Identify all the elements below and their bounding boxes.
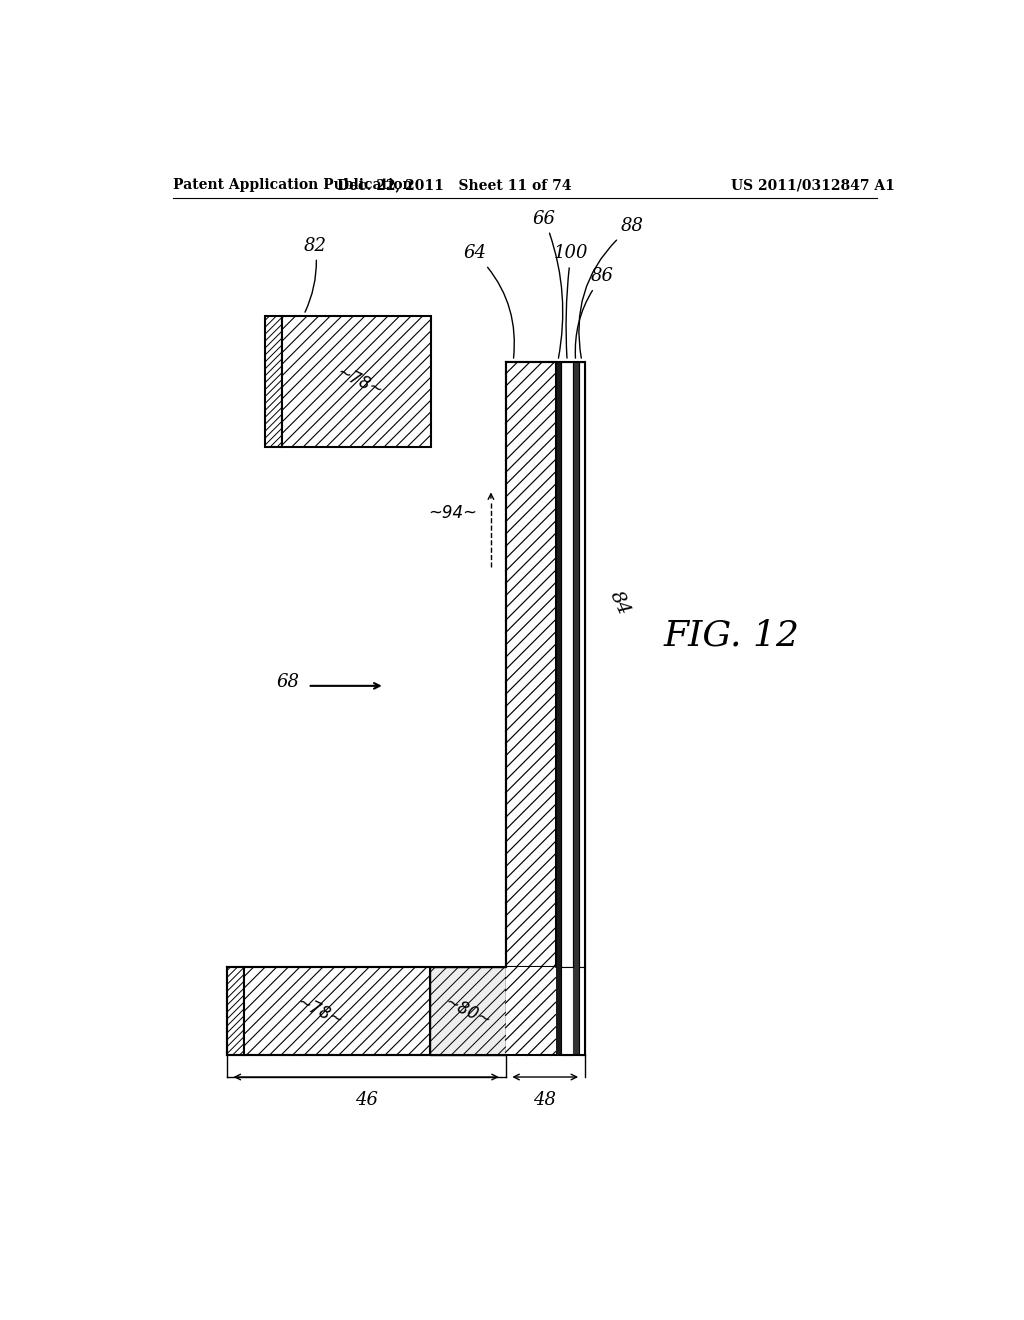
Bar (506, 968, 556, 1056)
Text: 100: 100 (554, 244, 588, 358)
Text: 88: 88 (579, 218, 643, 358)
Text: 66: 66 (532, 210, 563, 358)
Text: 82: 82 (304, 236, 327, 313)
Text: 68: 68 (276, 673, 300, 690)
Text: ~94~: ~94~ (428, 504, 477, 521)
Bar (506, 363, 556, 966)
Text: 64: 64 (463, 244, 514, 358)
Bar (556, 363, 561, 966)
Text: FIG. 12: FIG. 12 (664, 619, 799, 653)
Bar (573, 363, 579, 966)
Bar (579, 968, 585, 1056)
Bar (226, 968, 244, 1056)
Bar (244, 968, 430, 1056)
Bar (430, 968, 506, 1056)
Bar (561, 968, 573, 1056)
Text: Dec. 22, 2011   Sheet 11 of 74: Dec. 22, 2011 Sheet 11 of 74 (337, 178, 571, 193)
Bar (573, 968, 579, 1056)
Bar (556, 968, 561, 1056)
Text: 46: 46 (354, 1090, 378, 1109)
Bar (561, 363, 573, 966)
Text: Patent Application Publication: Patent Application Publication (173, 178, 413, 193)
Bar (265, 317, 283, 447)
Text: US 2011/0312847 A1: US 2011/0312847 A1 (731, 178, 895, 193)
Text: ~78~: ~78~ (293, 993, 345, 1030)
Text: ~80~: ~80~ (441, 993, 494, 1030)
Text: 86: 86 (575, 268, 614, 358)
Bar (579, 363, 585, 966)
Text: 84: 84 (606, 589, 633, 619)
Text: 48: 48 (534, 1090, 556, 1109)
Bar (283, 317, 431, 447)
Text: ~78~: ~78~ (333, 363, 385, 400)
